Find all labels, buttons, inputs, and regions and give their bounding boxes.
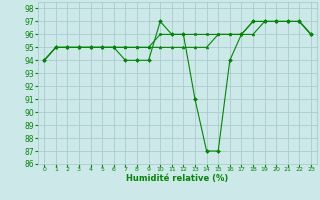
X-axis label: Humidité relative (%): Humidité relative (%) [126, 174, 229, 183]
